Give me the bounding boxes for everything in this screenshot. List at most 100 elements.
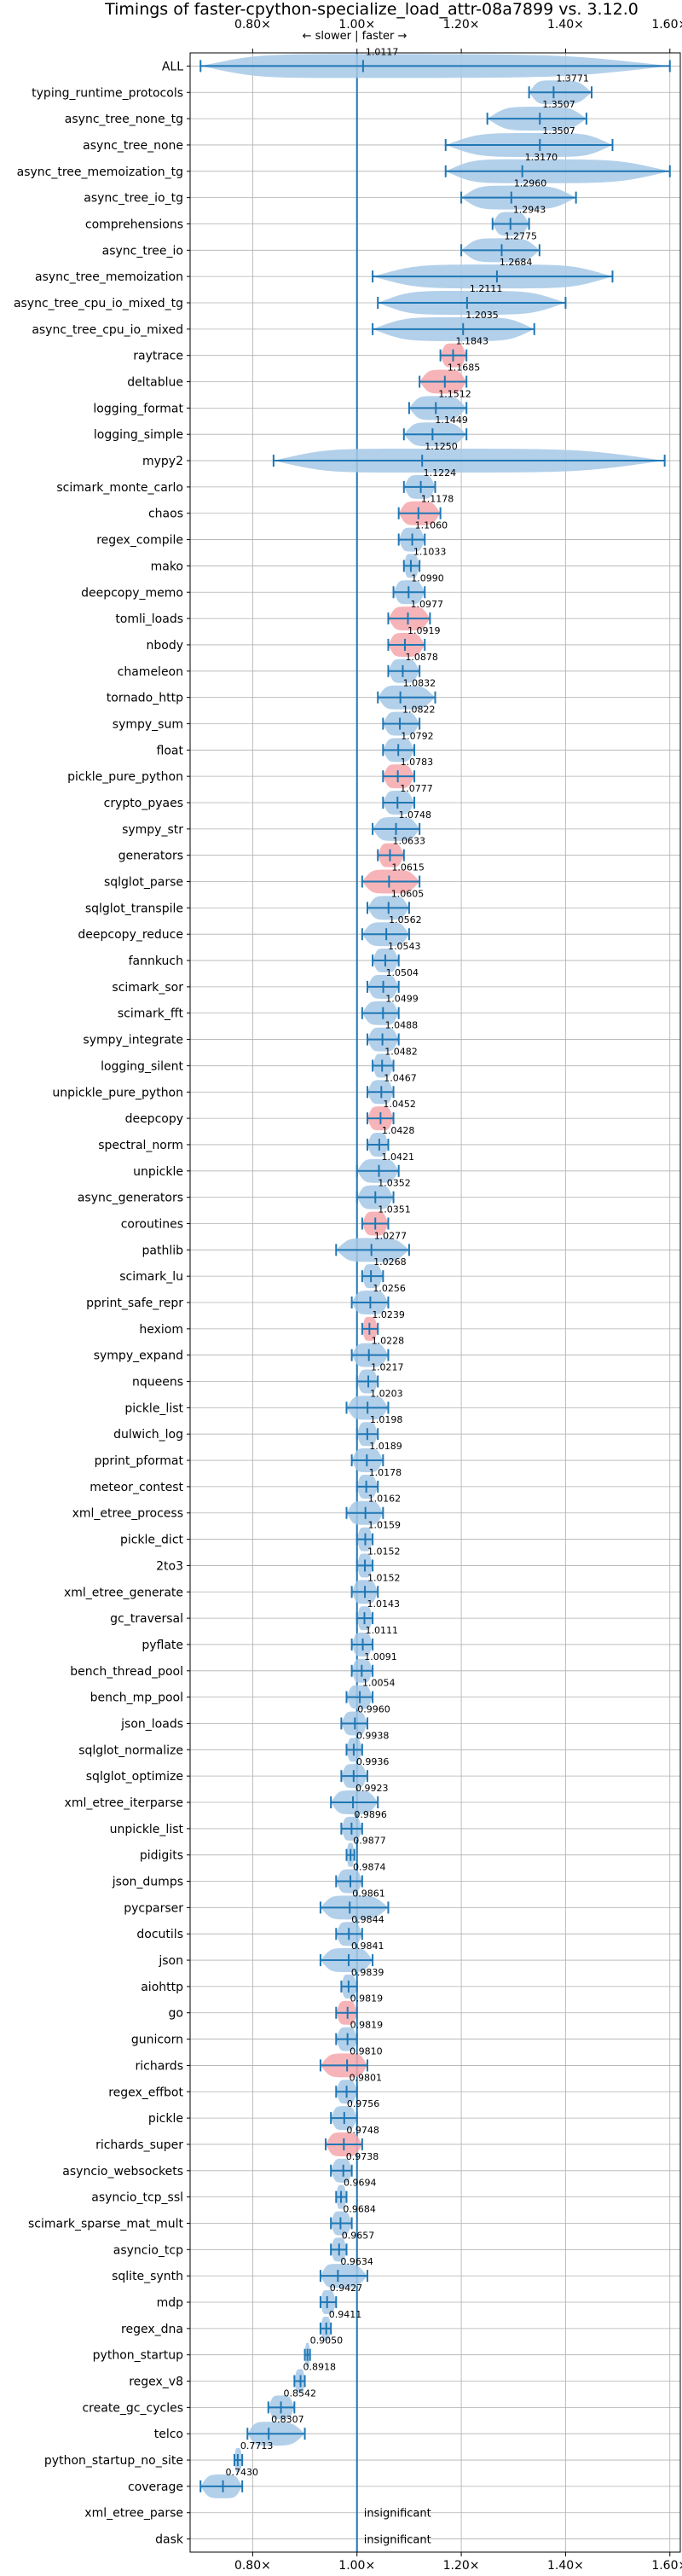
value-label: 1.0919: [407, 625, 440, 636]
category-label: async_tree_cpu_io_mixed_tg: [14, 297, 183, 310]
value-label: 0.8307: [271, 2414, 304, 2425]
category-label: pickle_dict: [120, 1534, 184, 1547]
category-label: async_tree_memoization: [35, 270, 183, 284]
value-label: 1.0562: [389, 914, 422, 925]
category-label: sqlglot_optimize: [86, 1770, 183, 1784]
value-label: 1.0159: [367, 1520, 401, 1531]
value-label: 1.0482: [384, 1046, 418, 1057]
category-label: gunicorn: [131, 2034, 183, 2047]
category-label: scimark_sor: [112, 981, 183, 995]
value-label: 1.0111: [366, 1625, 399, 1636]
value-label: 0.8918: [303, 2362, 337, 2373]
value-label: 1.0054: [362, 1678, 396, 1689]
value-label: 0.9936: [356, 1756, 390, 1767]
category-label: async_tree_io: [102, 244, 183, 258]
category-label: json_loads: [120, 1717, 183, 1731]
category-label: xml_etree_generate: [64, 1586, 183, 1599]
value-label: 1.0543: [388, 941, 421, 952]
value-label: 0.9819: [350, 2020, 384, 2031]
value-label: 1.0152: [367, 1572, 401, 1583]
category-label: pickle_list: [124, 1401, 183, 1415]
value-label: 0.9861: [352, 1888, 385, 1899]
value-label: 0.9634: [340, 2256, 373, 2267]
category-label: coroutines: [121, 1217, 183, 1231]
category-label: comprehensions: [85, 218, 183, 231]
category-label: regex_effbot: [108, 2086, 183, 2099]
plot-frame: [189, 52, 681, 2553]
value-label: 1.0792: [401, 730, 434, 741]
category-label: deepcopy_reduce: [78, 928, 183, 942]
category-label: xml_etree_parse: [84, 2507, 183, 2521]
value-label: 1.0633: [392, 836, 425, 847]
value-label: 1.0488: [385, 1020, 419, 1031]
value-label: 0.9411: [329, 2309, 362, 2320]
category-label: sqlglot_parse: [104, 876, 183, 890]
category-label: deepcopy: [125, 1112, 183, 1126]
category-label: xml_etree_process: [72, 1507, 183, 1521]
category-label: scimark_fft: [118, 1007, 184, 1021]
category-label: float: [157, 744, 184, 757]
category-label: async_tree_none_tg: [65, 113, 183, 126]
category-label: asyncio_tcp: [113, 2243, 183, 2257]
x-tick-label-bottom: 1.20×: [443, 2559, 480, 2573]
value-label: 1.0091: [364, 1651, 397, 1662]
value-label: 1.1843: [455, 336, 488, 347]
value-label: 1.0777: [400, 783, 433, 794]
value-label: 1.2960: [514, 178, 547, 189]
category-label: dask: [155, 2533, 184, 2547]
value-label: 0.9819: [350, 1993, 384, 2005]
value-label: 0.9844: [351, 1914, 384, 1925]
value-label: 0.9748: [346, 2125, 379, 2136]
value-label: 1.0277: [374, 1230, 407, 1241]
category-label: asyncio_tcp_ssl: [91, 2191, 183, 2205]
category-label: python_startup: [93, 2349, 183, 2363]
category-label: async_generators: [78, 1192, 183, 1205]
category-label: sqlglot_transpile: [85, 902, 183, 915]
category-label: create_gc_cycles: [82, 2401, 183, 2415]
value-label: 1.3771: [556, 73, 589, 84]
value-label: 1.1178: [421, 494, 454, 505]
value-label: 1.1685: [448, 363, 481, 374]
x-tick-label-top: 1.20×: [443, 18, 480, 32]
value-label: 1.3507: [542, 125, 575, 136]
category-label: sympy_str: [122, 823, 183, 837]
value-label: 1.3170: [525, 152, 558, 163]
value-label: 1.0977: [411, 599, 443, 610]
category-label: scimark_lu: [119, 1270, 183, 1284]
x-tick-label-bottom: 0.80×: [234, 2559, 271, 2573]
category-label: 2to3: [156, 1559, 183, 1573]
category-label: sqlglot_normalize: [78, 1743, 183, 1757]
category-label: unpickle_pure_python: [52, 1086, 183, 1099]
x-tick-label-top: 1.40×: [547, 18, 584, 32]
category-label: spectral_norm: [98, 1139, 183, 1152]
value-label: 1.3507: [542, 99, 575, 110]
value-label: 1.0256: [373, 1283, 406, 1294]
value-label: 0.9694: [344, 2178, 377, 2189]
value-label: 1.0162: [368, 1494, 402, 1505]
x-tick-label-bottom: 1.60×: [651, 2559, 682, 2573]
category-label: coverage: [128, 2480, 183, 2494]
category-labels: ALL typing_runtime_protocols async_tree_no…: [14, 60, 190, 2547]
value-label: 1.0605: [391, 888, 425, 899]
category-label: async_tree_none: [83, 139, 183, 153]
category-label: generators: [118, 850, 183, 863]
category-label: aiohttp: [141, 1981, 183, 1994]
value-label: 1.1250: [425, 441, 458, 452]
value-label: 0.9050: [310, 2335, 344, 2347]
category-label: chameleon: [118, 665, 183, 679]
x-axis: 0.80× 0.80× 1.00× 1.00× 1.20× 1.20× 1.40× 1.40×…: [234, 18, 682, 2573]
value-label: 1.0990: [411, 572, 444, 583]
category-label: mako: [151, 560, 183, 573]
category-label: pycparser: [124, 1901, 183, 1915]
x-tick-label-bottom: 1.40×: [547, 2559, 584, 2573]
value-label: 0.9960: [357, 1703, 390, 1714]
value-label: 1.0615: [391, 862, 425, 873]
category-label: pprint_safe_repr: [86, 1297, 183, 1310]
value-label: 1.1224: [424, 467, 457, 479]
value-label: 1.0143: [367, 1598, 400, 1610]
category-label: json_dumps: [112, 1876, 183, 1889]
value-label: 0.8542: [284, 2387, 317, 2399]
category-label: json: [158, 1954, 183, 1968]
value-label: 1.0351: [378, 1204, 411, 1215]
